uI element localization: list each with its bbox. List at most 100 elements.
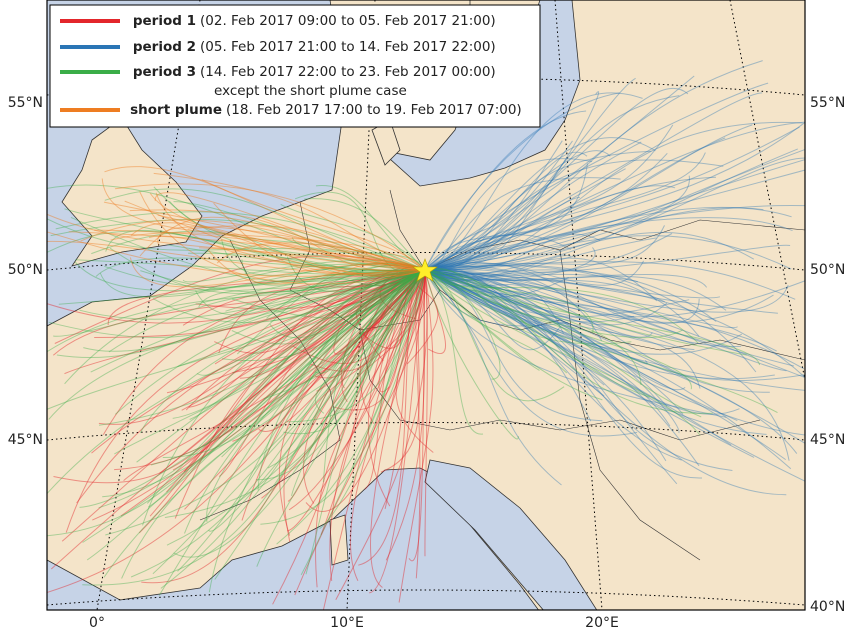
trajectory [216, 242, 426, 271]
trajectory [424, 261, 796, 300]
legend-period: (14. Feb 2017 22:00 to 23. Feb 2017 00:0… [200, 64, 496, 80]
trajectory [424, 257, 658, 302]
trajectory [424, 158, 593, 271]
trajectory [258, 269, 426, 432]
trajectory [199, 247, 426, 271]
trajectory [424, 269, 702, 418]
trajectory [424, 269, 703, 479]
trajectory [154, 192, 426, 271]
trajectory [103, 269, 426, 578]
trajectory [47, 269, 426, 536]
trajectory [152, 269, 426, 324]
trajectory [149, 269, 426, 517]
trajectory [47, 230, 426, 272]
trajectory [287, 269, 426, 532]
trajectory [65, 269, 426, 533]
trajectory [304, 198, 426, 271]
trajectory [47, 269, 426, 353]
trajectory [424, 196, 580, 271]
trajectory [267, 269, 426, 469]
trajectory [424, 269, 666, 303]
trajectory [140, 269, 426, 293]
trajectory [424, 269, 648, 365]
trajectory [95, 257, 426, 277]
trajectory [104, 166, 426, 271]
trajectory [315, 185, 426, 271]
trajectory [424, 151, 588, 271]
trajectory [260, 269, 426, 525]
legend-period: (18. Feb 2017 17:00 to 19. Feb 2017 07:0… [226, 102, 522, 118]
trajectory [424, 269, 733, 471]
borders [199, 189, 805, 561]
trajectory [142, 269, 426, 526]
lat-label: 40°N [810, 599, 845, 615]
trajectory [424, 269, 701, 436]
trajectory [182, 259, 426, 283]
trajectory [424, 269, 564, 334]
trajectory [166, 269, 426, 546]
trajectory [104, 188, 426, 271]
trajectory [319, 269, 426, 425]
trajectory [424, 269, 667, 462]
trajectory [424, 269, 639, 283]
trajectory [110, 232, 426, 271]
trajectory [424, 269, 501, 380]
trajectory [406, 269, 439, 365]
trajectory [424, 217, 793, 271]
trajectory [424, 269, 727, 311]
trajectory [424, 269, 700, 324]
trajectory [398, 269, 434, 603]
trajectory [231, 269, 426, 319]
trajectory [83, 269, 426, 352]
trajectory [333, 269, 426, 355]
trajectory [424, 265, 778, 314]
trajectory [283, 269, 426, 542]
trajectory [68, 231, 426, 271]
trajectory [292, 269, 426, 364]
trajectory [424, 269, 699, 344]
trajectory [424, 159, 805, 271]
trajectory [139, 191, 426, 285]
lon-label: 10°E [330, 615, 364, 631]
trajectory [424, 177, 621, 271]
trajectory [99, 262, 426, 298]
trajectory [424, 269, 594, 334]
trajectory [424, 159, 567, 271]
map-frame [46, 0, 806, 611]
trajectory [241, 259, 426, 286]
trajectory [424, 269, 569, 298]
trajectory [424, 269, 638, 437]
trajectory [424, 269, 566, 307]
lon-label: 20°E [585, 615, 619, 631]
trajectory [424, 87, 689, 271]
trajectory [424, 269, 777, 352]
trajectory [408, 269, 426, 562]
trajectory [201, 179, 426, 271]
trajectory [74, 261, 426, 292]
trajectory [424, 91, 600, 271]
trajectory [58, 269, 426, 305]
trajectory [47, 269, 426, 410]
trajectory [424, 269, 692, 390]
trajectory [424, 124, 753, 271]
trajectory [184, 269, 426, 534]
trajectory [64, 269, 426, 375]
trajectory [291, 269, 426, 497]
trajectory [76, 269, 426, 504]
trajectory [153, 186, 426, 271]
lat-label: 55°N [8, 95, 43, 111]
trajectory [136, 269, 426, 463]
trajectory [166, 269, 426, 394]
trajectory [50, 218, 426, 271]
trajectory [424, 268, 686, 391]
trajectory [241, 269, 426, 521]
trajectory [155, 192, 426, 271]
trajectory [424, 237, 657, 282]
trajectory [424, 268, 713, 414]
trajectory [424, 269, 642, 386]
trajectory [424, 121, 805, 271]
trajectory [424, 269, 447, 355]
trajectory [370, 269, 426, 588]
trajectory [218, 269, 426, 439]
trajectory [350, 269, 427, 582]
